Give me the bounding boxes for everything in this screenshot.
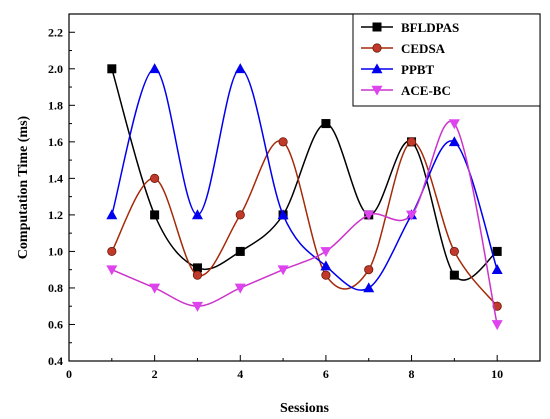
data-point-cedsa [235,210,245,220]
legend-label: CEDSA [401,41,446,56]
data-point-ace-bc [277,265,289,276]
legend-item-ace-bc: ACE-BC [361,83,451,98]
data-point-ace-bc [320,247,332,258]
data-point-ppbt [191,209,203,220]
legend-marker [371,63,383,74]
legend-label: PPBT [401,62,435,77]
data-point-bfldpas [449,270,459,280]
y-tick-label: 1.4 [48,171,63,185]
legend-marker [371,85,383,96]
data-point-bfldpas [492,246,502,256]
data-point-ppbt [234,63,246,74]
data-point-cedsa [107,246,117,257]
data-point-ace-bc [406,210,418,221]
data-point-bfldpas [321,119,331,129]
series-layer [106,63,503,331]
x-tick-label: 6 [323,367,329,381]
data-point-ppbt [320,260,332,271]
data-point-cedsa [406,137,417,147]
data-point-ace-bc [149,283,161,294]
series-ace-bc [106,119,503,331]
legend-label: BFLDPAS [401,20,459,35]
data-point-bfldpas [150,210,160,220]
legend-item-cedsa: CEDSA [361,41,446,56]
legend-item-ppbt: PPBT [361,62,435,77]
data-point-cedsa [364,265,374,275]
x-tick-label: 2 [152,367,158,381]
legend-marker [372,22,382,32]
x-tick-label: 0 [66,367,72,381]
data-point-ppbt [363,282,375,293]
data-point-ppbt [149,63,161,74]
data-point-cedsa [449,246,459,257]
x-tick-label: 10 [491,367,503,381]
data-point-cedsa [192,270,203,280]
y-axis: 0.4 0.6 0.8 1.0 1.2 1.4 1.6 1.8 2.0 2.2 [48,25,75,368]
data-point-ace-bc [106,265,118,276]
y-tick-label: 0.4 [48,354,63,368]
x-tick-label: 8 [409,367,415,381]
y-tick-label: 1.2 [48,208,63,222]
legend-label: ACE-BC [401,83,451,98]
data-point-ace-bc [363,210,375,221]
data-point-bfldpas [107,64,117,74]
y-tick-label: 0.8 [48,281,63,295]
y-tick-label: 1.8 [48,98,63,112]
data-point-bfldpas [235,246,245,256]
y-axis-title: Computation Time (ms) [16,115,31,259]
data-point-cedsa [278,137,288,147]
data-point-ppbt [448,136,460,147]
data-point-ppbt [106,209,118,220]
x-axis: 0 2 4 6 8 10 [66,355,503,381]
y-tick-label: 1.6 [48,135,63,149]
data-point-ppbt [277,209,289,220]
legend: BFLDPAS CEDSA PPBT ACE-BC [352,13,541,107]
series-line-bfldpas [111,68,498,281]
data-point-cedsa [321,270,331,280]
y-tick-label: 2.0 [48,62,63,76]
legend-marker [372,43,382,53]
data-point-ppbt [491,264,503,274]
plot-border [68,13,541,362]
x-tick-label: 4 [237,367,243,381]
data-point-ace-bc [491,320,503,331]
data-point-ace-bc [448,119,460,130]
data-point-ace-bc [191,301,203,312]
data-point-ace-bc [234,283,246,294]
y-tick-label: 2.2 [48,25,63,39]
series-line-cedsa [111,140,498,307]
data-point-cedsa [150,173,160,183]
plot-area [68,13,541,362]
y-tick-label: 1.0 [48,244,63,258]
x-axis-title: Sessions [280,401,330,416]
data-point-cedsa [492,301,502,311]
legend-item-bfldpas: BFLDPAS [361,20,459,35]
y-tick-label: 0.6 [48,317,63,331]
